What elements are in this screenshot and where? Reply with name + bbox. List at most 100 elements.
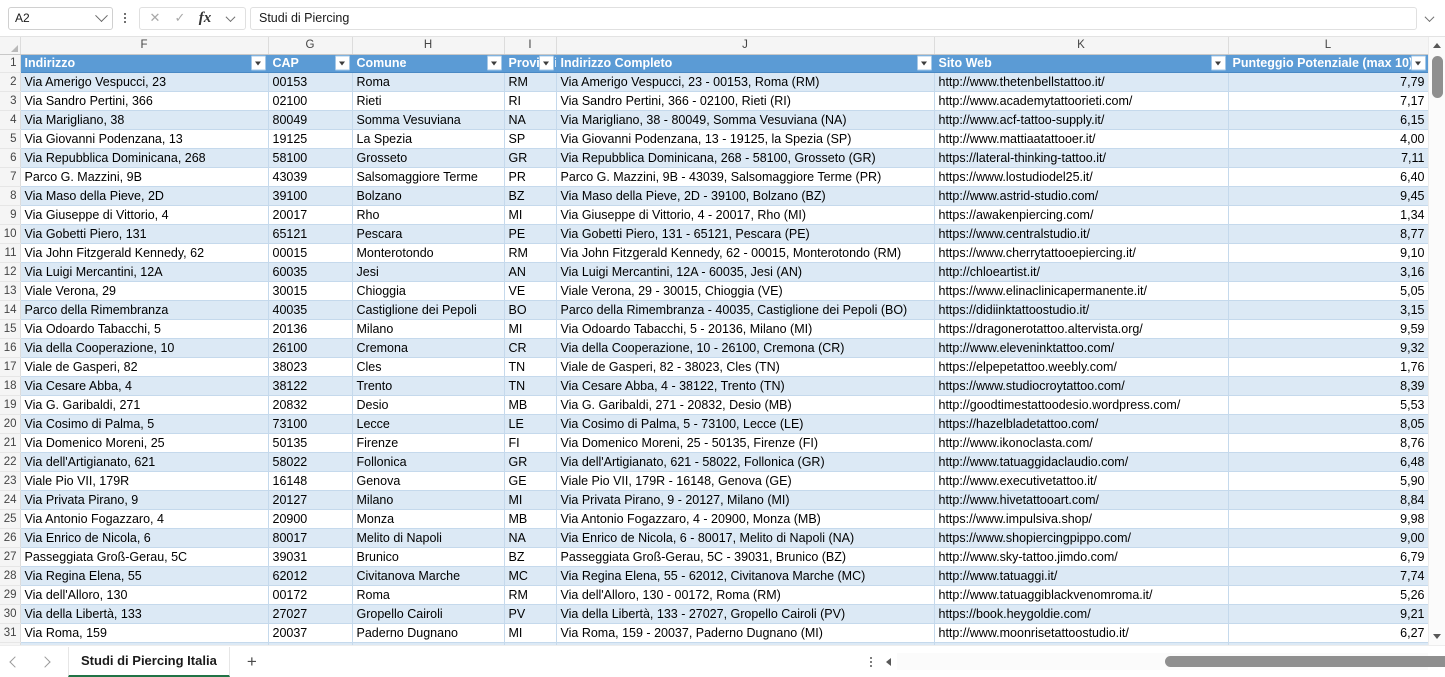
cell-provincia[interactable]: MI	[504, 205, 557, 225]
check-icon[interactable]: ✓	[174, 10, 186, 25]
cell-provincia[interactable]: NA	[504, 110, 557, 130]
row-number[interactable]: 28	[0, 566, 21, 586]
cell-comune[interactable]: Melito di Napoli	[352, 528, 505, 548]
cell-comune[interactable]: Bolzano	[352, 186, 505, 206]
cell-cap[interactable]: 20127	[268, 490, 353, 510]
cell-sito[interactable]: https://simoneconcordia.jimdofree.com/	[934, 642, 1229, 645]
table-row[interactable]: 6 Via Repubblica Dominicana, 268 58100 Gros…	[0, 148, 1428, 168]
cell-provincia[interactable]: RM	[504, 642, 557, 645]
cell-indirizzo[interactable]: Via Antonio Fogazzaro, 4	[19, 509, 269, 529]
cell-cap[interactable]: 58100	[268, 148, 353, 168]
cell-punteggio[interactable]: 6,79	[1228, 547, 1428, 567]
cell-indirizzo[interactable]: Via della Cooperazione, 10	[19, 338, 269, 358]
cell-comune[interactable]: Pescara	[352, 224, 505, 244]
cell-sito[interactable]: http://www.astrid-studio.com/	[934, 186, 1229, 206]
table-row[interactable]: 7 Parco G. Mazzini, 9B 43039 Salsomaggiore …	[0, 167, 1428, 187]
cell-indirizzo[interactable]: Via Cosimo di Palma, 5	[19, 414, 269, 434]
expand-formula-bar-icon[interactable]	[1419, 11, 1439, 22]
cell-provincia[interactable]: TN	[504, 376, 557, 396]
filter-dropdown-icon[interactable]	[538, 55, 554, 71]
cell-indirizzo[interactable]: Via Giovanni Podenzana, 13	[19, 129, 269, 149]
cell-indirizzo[interactable]: Passeggiata Groß-Gerau, 5C	[19, 547, 269, 567]
cell-punteggio[interactable]: 5,05	[1228, 281, 1428, 301]
column-header-j[interactable]: J	[556, 37, 935, 55]
cell-sito[interactable]: http://www.moonrisetattoostudio.it/	[934, 623, 1229, 643]
next-sheet-icon[interactable]	[30, 646, 60, 677]
cell-comune[interactable]: Somma Vesuviana	[352, 110, 505, 130]
table-row[interactable]: 25 Via Antonio Fogazzaro, 4 20900 Monza MB Vi…	[0, 509, 1428, 529]
filter-dropdown-icon[interactable]	[334, 55, 350, 71]
cell-cap[interactable]: 73100	[268, 414, 353, 434]
cell-punteggio[interactable]: 9,98	[1228, 509, 1428, 529]
cell-punteggio[interactable]: 7,74	[1228, 566, 1428, 586]
cell-cap[interactable]: 38122	[268, 376, 353, 396]
cell-sito[interactable]: http://www.tatuaggidaclaudio.com/	[934, 452, 1229, 472]
cell-completo[interactable]: Via Gobetti Piero, 131 - 65121, Pescara …	[556, 224, 935, 244]
cell-completo[interactable]: Via Amerigo Vespucci, 23 - 00153, Roma (…	[556, 72, 935, 92]
cell-sito[interactable]: http://www.thetenbellstattoo.it/	[934, 72, 1229, 92]
cell-comune[interactable]: Firenze	[352, 433, 505, 453]
row-number[interactable]: 25	[0, 509, 21, 529]
cell-punteggio[interactable]: 1,76	[1228, 357, 1428, 377]
cell-indirizzo[interactable]: Via dell'Alloro, 130	[19, 585, 269, 605]
row-number[interactable]: 24	[0, 490, 21, 510]
cell-indirizzo[interactable]: Via della Libertà, 133	[19, 604, 269, 624]
cell-comune[interactable]: La Spezia	[352, 129, 505, 149]
cell-provincia[interactable]: PR	[504, 167, 557, 187]
cell-sito[interactable]: http://www.mattiaatattooer.it/	[934, 129, 1229, 149]
cell-punteggio[interactable]: 3,16	[1228, 262, 1428, 282]
cell-punteggio[interactable]: 8,77	[1228, 224, 1428, 244]
cell-sito[interactable]: https://www.shopiercingpippo.com/	[934, 528, 1229, 548]
row-number[interactable]: 16	[0, 338, 21, 358]
cell-sito[interactable]: https://awakenpiercing.com/	[934, 205, 1229, 225]
table-row[interactable]: 32Via Niccolò Copernico, 1000071PomeziaR…	[0, 642, 1428, 645]
cell-cap[interactable]: 00015	[268, 243, 353, 263]
cell-indirizzo[interactable]: Via Luigi Mercantini, 12A	[19, 262, 269, 282]
vertical-scrollbar[interactable]	[1428, 37, 1445, 645]
cell-cap[interactable]: 43039	[268, 167, 353, 187]
cell-indirizzo[interactable]: Via dell'Artigianato, 621	[19, 452, 269, 472]
cell-cap[interactable]: 20832	[268, 395, 353, 415]
cell-provincia[interactable]: LE	[504, 414, 557, 434]
chevron-down-icon[interactable]	[218, 8, 242, 29]
cell-provincia[interactable]: TN	[504, 357, 557, 377]
cell-punteggio[interactable]: 6,48	[1228, 452, 1428, 472]
cell-cap[interactable]: 80017	[268, 528, 353, 548]
cell-completo[interactable]: Via Sandro Pertini, 366 - 02100, Rieti (…	[556, 91, 935, 111]
cell-sito[interactable]: https://didiinktattoostudio.it/	[934, 300, 1229, 320]
cell-provincia[interactable]: GE	[504, 471, 557, 491]
cell-provincia[interactable]: SP	[504, 129, 557, 149]
name-box[interactable]: A2	[8, 6, 113, 30]
cell-provincia[interactable]: VE	[504, 281, 557, 301]
column-header-h[interactable]: H	[352, 37, 505, 55]
cell-comune[interactable]: Rho	[352, 205, 505, 225]
cell-comune[interactable]: Brunico	[352, 547, 505, 567]
cell-comune[interactable]: Genova	[352, 471, 505, 491]
cell-completo[interactable]: Via John Fitzgerald Kennedy, 62 - 00015,…	[556, 243, 935, 263]
cell-punteggio[interactable]: 8,39	[1228, 376, 1428, 396]
cell-comune[interactable]: Milano	[352, 490, 505, 510]
table-header-cell[interactable]: Comune	[352, 54, 505, 73]
row-number[interactable]: 11	[0, 243, 21, 263]
table-row[interactable]: 23 Viale Pio VII, 179R 16148 Genova GE Viale …	[0, 471, 1428, 491]
cell-provincia[interactable]: NA	[504, 528, 557, 548]
cell-indirizzo[interactable]: Via Privata Pirano, 9	[19, 490, 269, 510]
scroll-down-icon[interactable]	[1429, 628, 1445, 645]
cell-provincia[interactable]: MC	[504, 566, 557, 586]
row-number[interactable]: 15	[0, 319, 21, 339]
table-row[interactable]: 14 Parco della Rimembranza 40035 Castiglion…	[0, 300, 1428, 320]
cell-punteggio[interactable]: 1,34	[1228, 205, 1428, 225]
cell-comune[interactable]: Monterotondo	[352, 243, 505, 263]
cell-completo[interactable]: Passeggiata Groß-Gerau, 5C - 39031, Brun…	[556, 547, 935, 567]
cell-completo[interactable]: Via Odoardo Tabacchi, 5 - 20136, Milano …	[556, 319, 935, 339]
cell-punteggio[interactable]: 9,10	[1228, 243, 1428, 263]
filter-dropdown-icon[interactable]	[1210, 55, 1226, 71]
cell-punteggio[interactable]: 9,00	[1228, 528, 1428, 548]
table-row[interactable]: 17 Viale de Gasperi, 82 38023 Cles TN Viale d…	[0, 357, 1428, 377]
table-row[interactable]: 27 Passeggiata Groß-Gerau, 5C 39031 Brunico…	[0, 547, 1428, 567]
cell-provincia[interactable]: MI	[504, 623, 557, 643]
cell-completo[interactable]: Via della Libertà, 133 - 27027, Gropello…	[556, 604, 935, 624]
cell-comune[interactable]: Rieti	[352, 91, 505, 111]
cell-provincia[interactable]: MI	[504, 319, 557, 339]
cell-indirizzo[interactable]: Viale Pio VII, 179R	[19, 471, 269, 491]
